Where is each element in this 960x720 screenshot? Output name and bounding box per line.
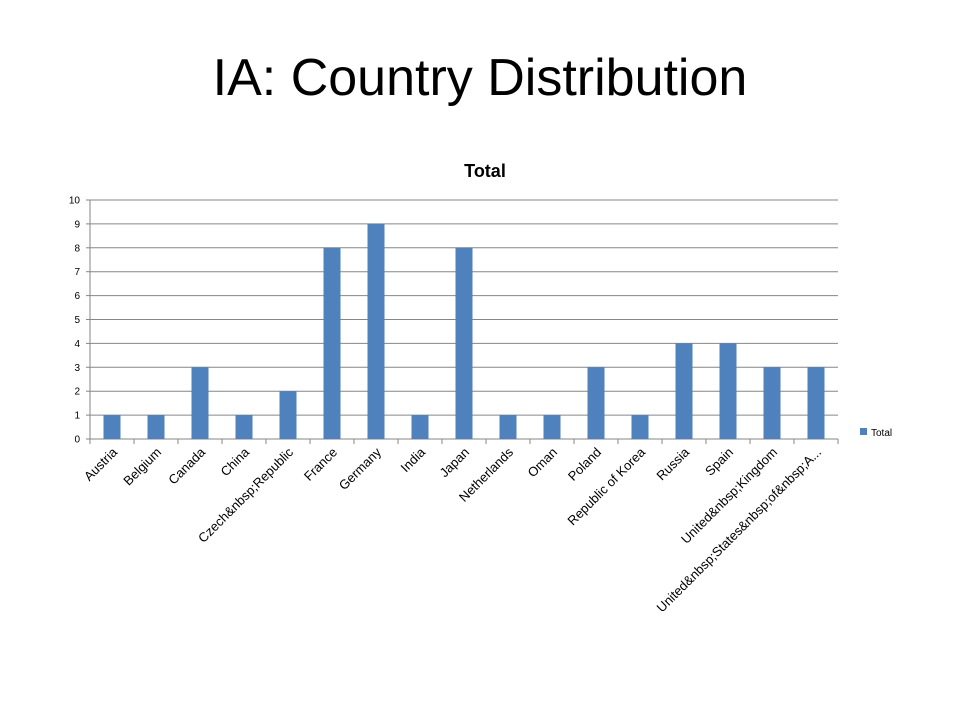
y-tick-label: 1 [74, 411, 80, 422]
x-tick-label: Republic of Korea [564, 444, 648, 528]
x-tick-label: Japan [436, 445, 472, 481]
bar [279, 391, 297, 439]
x-tick-label: United&nbsp;States&nbsp;of&nbsp;A... [654, 445, 825, 616]
y-tick-label: 6 [74, 291, 80, 302]
y-axis-ticks: 0 1 2 3 4 5 6 7 8 9 10 [69, 196, 91, 446]
x-tick-label: Poland [565, 445, 604, 484]
bar [235, 415, 253, 439]
bar [103, 415, 121, 439]
y-tick-label: 9 [74, 219, 80, 230]
x-tick-label: Belgium [120, 445, 164, 489]
bar [411, 415, 429, 439]
bar [763, 367, 781, 439]
y-tick-label: 3 [74, 363, 80, 374]
bar [807, 367, 825, 439]
bar [191, 367, 209, 439]
y-tick-label: 4 [74, 339, 80, 350]
y-tick-label: 5 [74, 315, 80, 326]
bar [499, 415, 517, 439]
bar [543, 415, 561, 439]
bars [103, 223, 825, 439]
slide-title: IA: Country Distribution [212, 49, 748, 107]
y-tick-label: 10 [69, 196, 81, 207]
y-tick-label: 0 [74, 435, 80, 446]
x-tick-label: France [301, 445, 340, 484]
bar [631, 415, 649, 439]
x-tick-label: China [217, 444, 252, 479]
bar [323, 247, 341, 439]
bar [587, 367, 605, 439]
x-tick-label: Austria [81, 444, 121, 484]
legend: Total [860, 428, 892, 439]
x-axis-labels: Austria Belgium Canada ChinaCzech&nbsp;Repu… [81, 444, 824, 615]
y-tick-label: 2 [74, 387, 80, 398]
y-tick-label: 7 [74, 267, 80, 278]
x-tick-label: Russia [653, 444, 692, 483]
x-tick-label: Canada [165, 444, 208, 487]
x-axis-ticks [89, 439, 839, 444]
x-tick-label: Spain [702, 445, 736, 479]
bar [719, 343, 737, 439]
bar [455, 247, 473, 439]
bar [147, 415, 165, 439]
bar [367, 223, 385, 439]
y-tick-label: 8 [74, 243, 80, 254]
x-tick-label: India [398, 444, 429, 475]
bar [675, 343, 693, 439]
x-tick-label: Oman [524, 445, 560, 481]
legend-swatch [860, 428, 867, 435]
x-tick-label: Germany [336, 444, 385, 493]
legend-label: Total [871, 428, 892, 439]
chart-title: Total [464, 161, 506, 181]
